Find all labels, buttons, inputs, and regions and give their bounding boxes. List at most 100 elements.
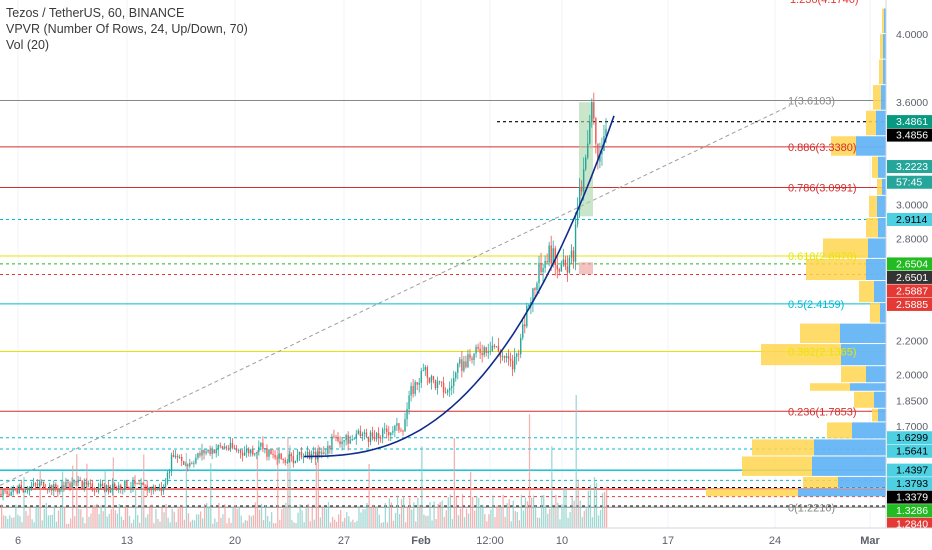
- vpvr-up-bar: [868, 238, 886, 258]
- volume-bar: [547, 513, 549, 528]
- candle-body: [158, 487, 161, 489]
- candle-body: [237, 450, 240, 451]
- volume-bar: [309, 521, 311, 528]
- volume-bar: [463, 517, 466, 528]
- candle-body: [38, 482, 41, 486]
- vpvr-down-bar: [880, 34, 883, 59]
- candle-body: [544, 260, 546, 269]
- candle-body: [560, 264, 563, 272]
- volume-bar: [530, 497, 533, 528]
- volume-bar: [126, 506, 129, 528]
- candle-body: [264, 448, 266, 449]
- volume-bar: [197, 514, 200, 528]
- volume-bar: [23, 476, 25, 528]
- candle-body: [57, 488, 59, 493]
- candle-body: [124, 480, 126, 490]
- candle-body: [534, 288, 536, 290]
- candle-body: [343, 440, 345, 442]
- candle-body: [225, 446, 228, 449]
- volume-bar: [396, 495, 399, 528]
- candle-body: [578, 186, 581, 210]
- volume-bar: [392, 520, 395, 528]
- candle-body: [239, 450, 242, 454]
- price-badge: [887, 284, 932, 298]
- price-tick-label: 2.0000: [896, 370, 928, 382]
- candle-body: [321, 452, 323, 454]
- candle-body: [345, 435, 347, 441]
- candle-body: [286, 461, 288, 463]
- volume-bar: [70, 518, 72, 528]
- vpvr-down-bar: [742, 456, 812, 476]
- candle-body: [146, 485, 148, 491]
- price-badge: [887, 270, 932, 284]
- volume-bar: [599, 509, 602, 528]
- volume-bar: [104, 470, 106, 528]
- volume-bar: [555, 494, 557, 528]
- candle-body: [229, 443, 232, 449]
- time-tick-label: Mar: [860, 535, 880, 547]
- time-tick-label: 13: [121, 535, 133, 547]
- volume-bar: [559, 519, 561, 528]
- candle-body: [111, 483, 114, 491]
- candle-body: [554, 248, 556, 265]
- volume-bar: [427, 515, 429, 528]
- vpvr-up-bar: [883, 34, 886, 59]
- candle-body: [241, 453, 244, 456]
- vpvr-up-bar: [882, 178, 886, 195]
- vpvr-down-bar: [706, 488, 798, 497]
- volume-bar: [565, 488, 567, 528]
- candle-body: [570, 250, 573, 258]
- candle-body: [207, 449, 209, 452]
- candle-body: [235, 448, 238, 451]
- candle-body: [479, 348, 481, 354]
- volume-bar: [476, 495, 478, 528]
- volume-bar: [19, 516, 21, 528]
- candle-body: [426, 367, 429, 378]
- candle-body: [329, 445, 331, 449]
- volume-bar: [549, 508, 551, 528]
- volume-bar: [98, 514, 100, 528]
- vpvr-down-bar: [877, 178, 882, 195]
- volume-bar: [185, 453, 188, 528]
- volume-bar: [143, 454, 145, 528]
- candle-body: [379, 437, 382, 439]
- volume-bar: [488, 514, 490, 528]
- vpvr-down-bar: [854, 391, 874, 408]
- price-badge-label: 3.4856: [896, 130, 928, 142]
- candle-body: [73, 481, 75, 483]
- candle-body: [272, 454, 274, 455]
- volume-bar: [45, 502, 47, 528]
- candle-body: [325, 453, 327, 455]
- candle-body: [12, 488, 14, 492]
- candle-body: [130, 487, 132, 488]
- candle-body: [183, 460, 185, 465]
- vpvr-up-bar: [878, 156, 886, 178]
- candle-body: [442, 382, 445, 393]
- candle-body: [24, 491, 27, 493]
- time-tick-label: 17: [662, 535, 674, 547]
- candle-body: [528, 304, 530, 307]
- candle-body: [103, 486, 106, 491]
- volume-bar: [366, 502, 368, 528]
- price-tick-label: 3.0000: [896, 199, 928, 211]
- candle-body: [89, 483, 92, 485]
- candle-body: [36, 484, 39, 486]
- candle-body: [120, 485, 122, 490]
- volume-bar: [254, 502, 257, 528]
- price-badge-label: 1.3286: [896, 505, 928, 517]
- volume-bar: [130, 523, 133, 528]
- candle-body: [398, 423, 400, 431]
- candle-body: [572, 250, 575, 262]
- fib-level-label: 0.382(2.1365): [788, 346, 857, 358]
- volume-bar: [94, 505, 96, 528]
- volume-bar: [238, 507, 240, 528]
- candle-body: [195, 457, 197, 464]
- parabolic-curve: [303, 115, 615, 458]
- candle-body: [481, 353, 483, 355]
- candle-body: [469, 354, 471, 359]
- volume-bar: [112, 457, 114, 528]
- candle-body: [126, 480, 128, 488]
- candle-body: [448, 388, 451, 391]
- volume-bar: [120, 516, 123, 528]
- volume-bar: [356, 520, 358, 528]
